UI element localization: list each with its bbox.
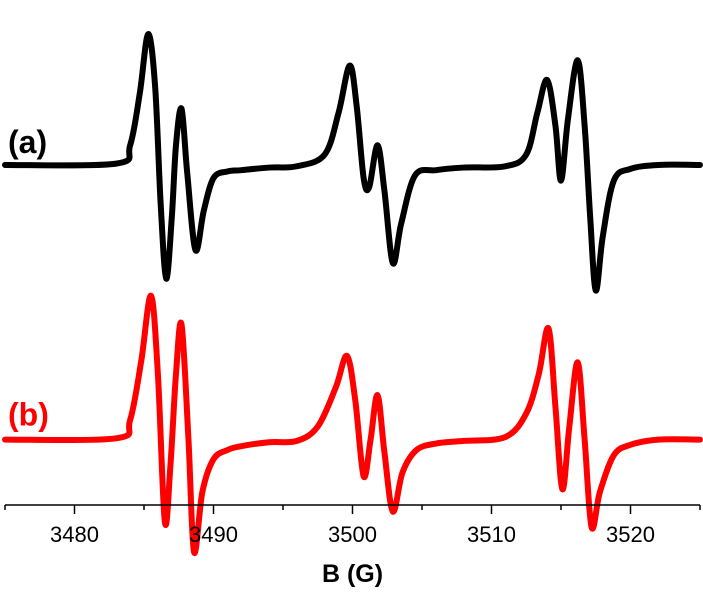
x-tick-label: 3500: [328, 522, 377, 547]
series-label-a: (a): [8, 124, 47, 160]
x-tick-label: 3510: [467, 522, 516, 547]
x-ticks: 3480 3490 3500 3510 3520: [4, 505, 701, 547]
x-axis-title: B (G): [322, 560, 383, 588]
series-label-b: (b): [8, 397, 49, 433]
series-line-a: [2, 31, 703, 294]
x-tick-label: 3520: [606, 522, 655, 547]
x-tick-label: 3490: [189, 522, 238, 547]
x-tick-label: 3480: [50, 522, 99, 547]
series-layer: [2, 31, 703, 556]
series-line-b: [2, 292, 703, 556]
